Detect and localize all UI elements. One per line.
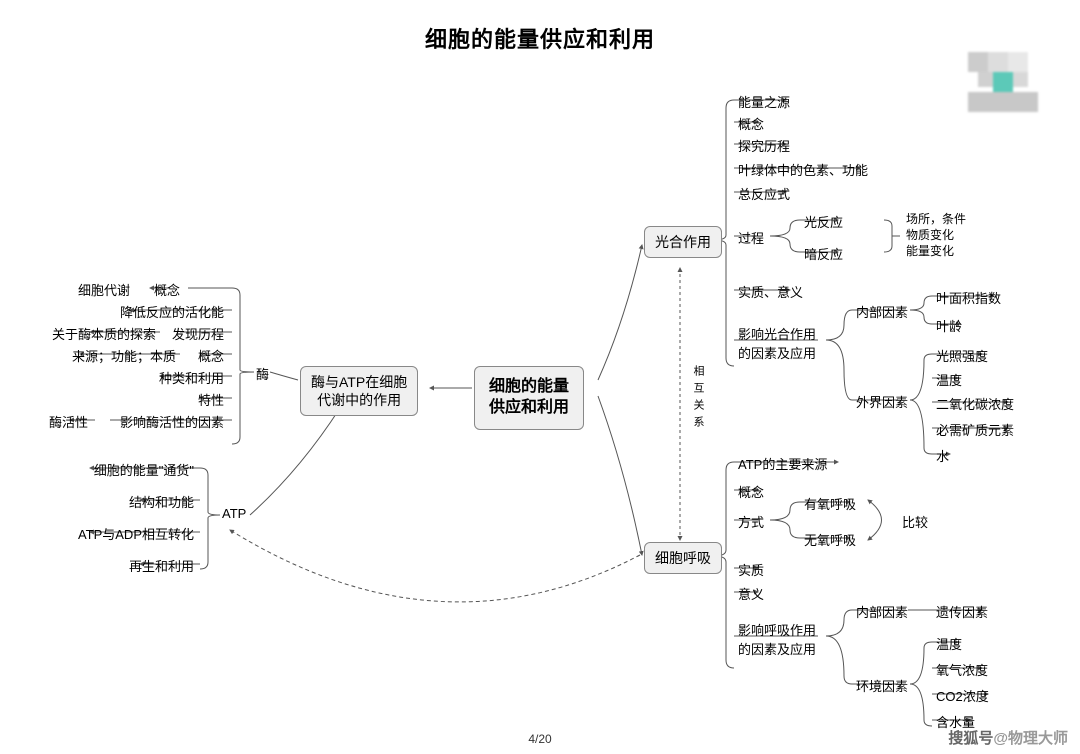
enzyme-g-sub: 酶活性	[49, 412, 88, 431]
watermark: 搜狐号@物理大师	[948, 727, 1068, 748]
photo-g: 实质、意义	[738, 282, 803, 301]
resp-cnote: 比较	[902, 512, 928, 531]
resp-f2b: 氧气浓度	[936, 660, 988, 679]
resp-c1: 有氧呼吸	[804, 494, 856, 513]
photo-h2: 外界因素	[856, 392, 908, 411]
enzyme-d: 概念	[198, 346, 224, 365]
center-line2: 供应和利用	[489, 399, 569, 416]
photo-e: 总反应式	[738, 184, 790, 203]
atp-d: 再生和利用	[129, 556, 194, 575]
atp-c: ATP与ADP相互转化	[78, 524, 194, 543]
enzyme-c-sub: 关于酶本质的探索	[52, 324, 156, 343]
photo-d: 叶绿体中的色素、功能	[738, 160, 868, 179]
center-line1: 细胞的能量	[489, 378, 569, 395]
atp-b: 结构和功能	[129, 492, 194, 511]
left-main-node: 酶与ATP在细胞 代谢中的作用	[300, 366, 418, 416]
resp-a: ATP的主要来源	[738, 454, 827, 473]
page-canvas: 细胞的能量供应和利用	[0, 0, 1080, 754]
enzyme-a: 概念	[154, 280, 180, 299]
resp-f1a: 遗传因素	[936, 602, 988, 621]
resp-c2: 无氧呼吸	[804, 530, 856, 549]
photo-b: 概念	[738, 114, 764, 133]
photo-h1b: 叶龄	[936, 316, 962, 335]
resp-f1: 内部因素	[856, 602, 908, 621]
left-main-line1: 酶与ATP在细胞	[311, 374, 407, 390]
enzyme-e: 种类和利用	[159, 368, 224, 387]
resp-f2a: 温度	[936, 634, 962, 653]
photo-h2a: 光照强度	[936, 346, 988, 365]
photo-c: 探究历程	[738, 136, 790, 155]
photo-fn1: 场所，条件	[906, 210, 966, 227]
photo-h2b: 温度	[936, 370, 962, 389]
resp-c: 方式	[738, 512, 764, 531]
resp-f2: 环境因素	[856, 676, 908, 695]
corner-watermark-image	[968, 52, 1038, 112]
photo-h2c: 二氧化碳浓度	[936, 394, 1014, 413]
photo-h: 影响光合作用的因素及应用	[738, 324, 824, 362]
enzyme-a-sub: 细胞代谢	[78, 280, 130, 299]
watermark-b: @物理大师	[993, 730, 1068, 747]
photo-fn2: 物质变化	[906, 226, 954, 243]
page-title: 细胞的能量供应和利用	[0, 22, 1080, 54]
resp-e: 意义	[738, 584, 764, 603]
photo-a: 能量之源	[738, 92, 790, 111]
photo-f1: 光反应	[804, 212, 843, 231]
enzyme-d-sub: 来源；功能；本质	[72, 346, 176, 365]
resp-f: 影响呼吸作用的因素及应用	[738, 620, 824, 658]
resp-node: 细胞呼吸	[644, 542, 722, 574]
photo-f: 过程	[738, 228, 764, 247]
photo-f2: 暗反应	[804, 244, 843, 263]
center-node: 细胞的能量 供应和利用	[474, 366, 584, 430]
enzyme-b: 降低反应的活化能	[120, 302, 224, 321]
photo-h2d: 必需矿质元素	[936, 420, 1014, 439]
atp-a: 细胞的能量"通货"	[94, 460, 194, 479]
left-main-line2: 代谢中的作用	[317, 392, 401, 408]
photo-h2e: 水	[936, 446, 949, 465]
enzyme-c: 发现历程	[172, 324, 224, 343]
page-number: 4/20	[0, 732, 1080, 746]
resp-d: 实质	[738, 560, 764, 579]
resp-f2c: CO2浓度	[936, 686, 989, 705]
photo-node: 光合作用	[644, 226, 722, 258]
photo-h1a: 叶面积指数	[936, 288, 1001, 307]
enzyme-tag: 酶	[256, 364, 269, 383]
atp-tag: ATP	[222, 506, 246, 521]
watermark-a: 搜狐号	[948, 730, 993, 747]
photo-h1: 内部因素	[856, 302, 908, 321]
enzyme-g: 影响酶活性的因素	[120, 412, 224, 431]
photo-fn3: 能量变化	[906, 242, 954, 259]
enzyme-f: 特性	[198, 390, 224, 409]
resp-b: 概念	[738, 482, 764, 501]
relation-label: 相互关系	[690, 365, 706, 433]
